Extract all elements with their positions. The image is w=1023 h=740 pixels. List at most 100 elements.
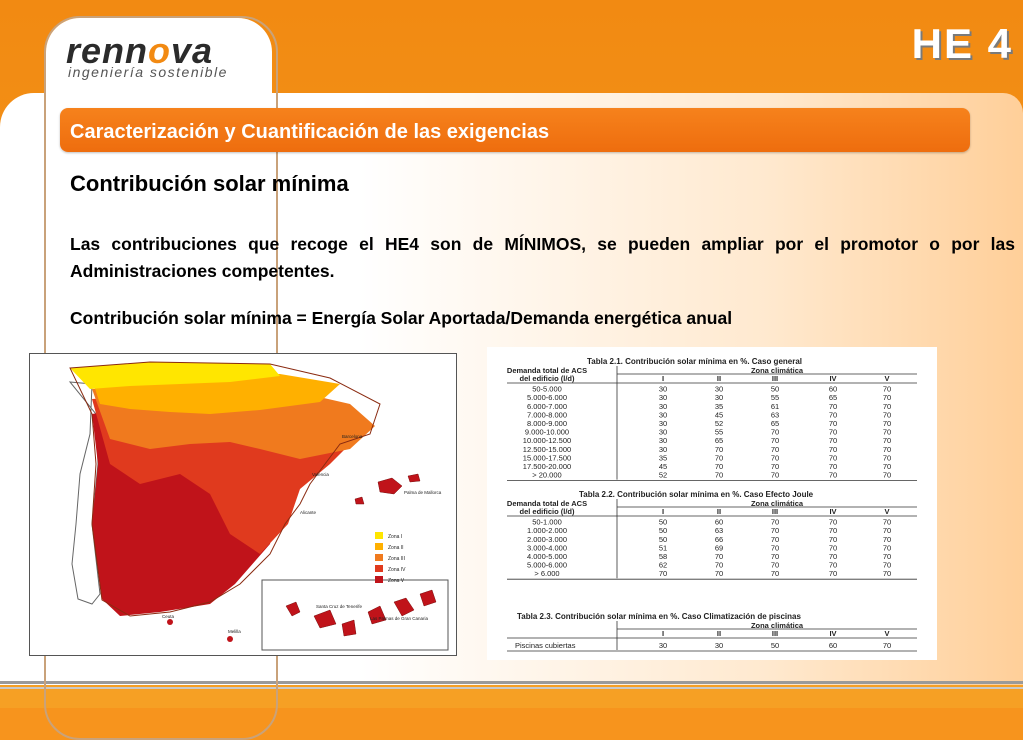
table-cell-value: 51 [659, 543, 667, 552]
table-cell-value: 69 [715, 543, 723, 552]
table-cell-value: 70 [883, 453, 891, 462]
table-cell-label: 50-1.000 [532, 518, 562, 527]
contribution-tables: Tabla 2.1. Contribución solar mínima en … [487, 347, 937, 660]
table-cell-value: 70 [829, 561, 837, 570]
table-cell-value: 70 [771, 526, 779, 535]
label-melilla: Melilla [228, 629, 241, 634]
table-cell-value: 70 [829, 436, 837, 445]
table-cell-value: 70 [771, 543, 779, 552]
table-zone-header: II [717, 374, 721, 383]
legend-label-1: Zona I [388, 534, 402, 540]
table-cell-value: 70 [829, 402, 837, 411]
table-cell-value: 62 [659, 561, 667, 570]
label-tenerife: Santa Cruz de Tenerife [316, 604, 362, 609]
table-cell-label: 10.000-12.500 [523, 436, 571, 445]
label-barcelona: Barcelona [342, 434, 363, 439]
table-cell-value: 70 [771, 535, 779, 544]
table-zone-header: III [772, 629, 778, 638]
table-zone-header: V [884, 507, 889, 516]
table-cell-value: 30 [659, 393, 667, 402]
table-zone-header: IV [829, 507, 836, 516]
table-cell-value: 70 [829, 428, 837, 437]
table-cell-value: 70 [883, 641, 891, 650]
label-palma: Palma de Mallorca [404, 490, 442, 495]
table-cell-value: 70 [883, 402, 891, 411]
table-cell-value: 61 [771, 402, 779, 411]
table-cell-value: 70 [715, 552, 723, 561]
table-zone-header: III [772, 374, 778, 383]
table-cell-value: 50 [771, 385, 779, 394]
table-cell-value: 70 [883, 569, 891, 578]
table-cell-value: 70 [829, 535, 837, 544]
formula: Contribución solar mínima = Energía Sola… [70, 308, 733, 328]
table-cell-value: 30 [659, 641, 667, 650]
table-header-zone: Zona climática [751, 499, 804, 508]
table-cell-label: 17.500-20.000 [523, 462, 571, 471]
table-cell-label: 8.000-9.000 [527, 419, 567, 428]
table-zone-header: I [662, 629, 664, 638]
table-cell-label: 7.000-8.000 [527, 410, 567, 419]
section-badge: HE 4 [911, 20, 1013, 67]
table-cell-value: 30 [715, 385, 723, 394]
table-cell-value: 70 [715, 453, 723, 462]
table-cell-value: 70 [771, 445, 779, 454]
table-cell-label: 15.000-17.500 [523, 453, 571, 462]
table-zone-header: III [772, 507, 778, 516]
table-cell-value: 70 [883, 471, 891, 480]
logo-o: o [148, 30, 172, 71]
table-cell-value: 70 [883, 543, 891, 552]
table-zone-header: II [717, 507, 721, 516]
table-cell-value: 70 [883, 419, 891, 428]
table-cell-label: 5.000-6.000 [527, 561, 567, 570]
table-cell-value: 70 [883, 445, 891, 454]
canary-islands [285, 589, 437, 637]
table-cell-value: 35 [659, 453, 667, 462]
footer-divider-secondary [0, 687, 1023, 689]
legend-swatch-3 [375, 554, 383, 561]
table-cell-value: 70 [715, 471, 723, 480]
table-cell-value: 70 [829, 569, 837, 578]
legend-swatch-5 [375, 576, 383, 583]
table-cell-value: 70 [829, 526, 837, 535]
table-cell-value: 30 [659, 385, 667, 394]
table-cell-value: 70 [771, 428, 779, 437]
tables-svg: Tabla 2.1. Contribución solar mínima en … [507, 357, 917, 652]
mainland-outline [69, 361, 381, 617]
label-las-palmas: Las Palmas de Gran Canaria [370, 616, 429, 621]
zone-i-area [70, 362, 280, 389]
table-cell-value: 58 [659, 552, 667, 561]
legend-swatch-1 [375, 532, 383, 539]
table-cell-value: 70 [771, 552, 779, 561]
table-cell-value: 70 [883, 518, 891, 527]
table-cell-value: 30 [659, 445, 667, 454]
table-cell-label: 6.000-7.000 [527, 402, 567, 411]
table-cell-value: 50 [771, 641, 779, 650]
table-header-left: Demanda total de ACS [507, 366, 587, 375]
table-cell-value: 70 [883, 535, 891, 544]
table-cell-value: 30 [659, 402, 667, 411]
table-cell-value: 60 [715, 518, 723, 527]
melilla-marker [227, 636, 233, 642]
table-cell-value: 70 [883, 410, 891, 419]
table-header-left-2: del edificio (l/d) [519, 507, 575, 516]
table-cell-value: 35 [715, 402, 723, 411]
table-cell-value: 70 [883, 393, 891, 402]
logo: rennova [66, 30, 213, 72]
table-cell-value: 70 [829, 462, 837, 471]
table-cell-value: 52 [659, 471, 667, 480]
table-zone-header: V [884, 629, 889, 638]
map-legend: Zona I Zona II Zona III Zona IV Zona V [375, 532, 406, 584]
table-cell-value: 70 [771, 436, 779, 445]
table-cell-value: 65 [829, 393, 837, 402]
table-zone-header: I [662, 374, 664, 383]
table-cell-value: 30 [659, 428, 667, 437]
table-header-zone: Zona climática [751, 366, 804, 375]
table-cell-value: 66 [715, 535, 723, 544]
table-pools: Tabla 2.3. Contribución solar mínima en … [507, 612, 917, 652]
label-ceuta: Ceuta [162, 614, 175, 619]
table-cell-value: 70 [771, 462, 779, 471]
table-cell-value: 70 [883, 436, 891, 445]
table-cell-value: 70 [829, 543, 837, 552]
label-alicante: Alicante [300, 510, 317, 515]
table-cell-label: 5.000-6.000 [527, 393, 567, 402]
